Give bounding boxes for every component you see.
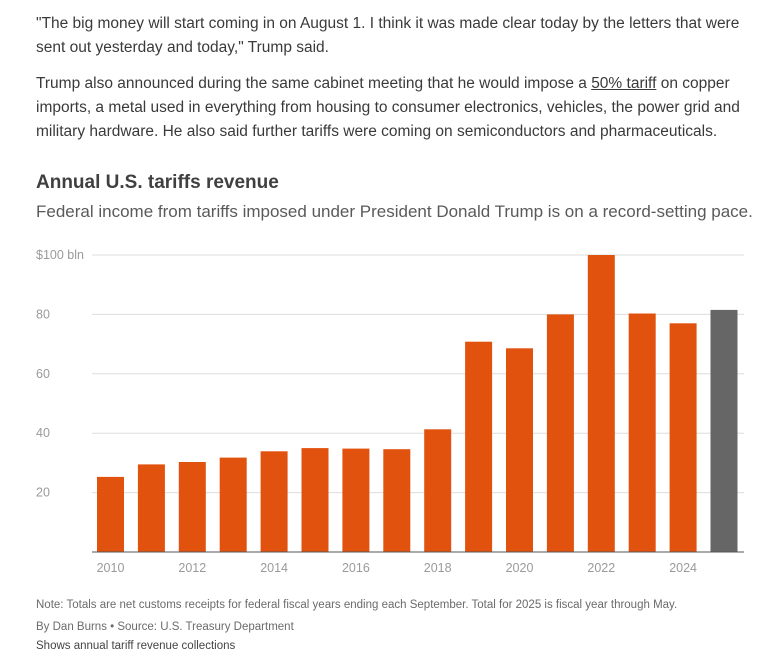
- bar-2013: [219, 457, 247, 552]
- article-paragraph-copper: Trump also announced during the same cab…: [36, 72, 756, 144]
- bar-2016: [342, 448, 370, 552]
- bar-2011: [137, 464, 165, 552]
- bar-2024: [669, 323, 697, 552]
- paragraph-text-before: Trump also announced during the same cab…: [36, 75, 592, 92]
- x-tick-label-2022: 2022: [587, 561, 615, 575]
- bar-2012: [178, 462, 206, 552]
- x-tick-label-2014: 2014: [260, 561, 288, 575]
- bars: [97, 255, 738, 552]
- x-tick-label-2024: 2024: [669, 561, 697, 575]
- bar-2015: [301, 448, 329, 552]
- tariff-link[interactable]: 50% tariff: [591, 75, 657, 92]
- bar-2014: [260, 451, 288, 552]
- bar-2020: [506, 348, 533, 552]
- x-tick-label-2012: 2012: [178, 561, 206, 575]
- bar-2023: [628, 313, 656, 552]
- x-tick-label-2018: 2018: [424, 561, 452, 575]
- byline-source: By Dan Burns • Source: U.S. Treasury Dep…: [36, 621, 294, 633]
- bar-2019: [465, 341, 493, 552]
- x-tick-label-2016: 2016: [342, 561, 370, 575]
- bar-2022: [587, 255, 615, 552]
- bar-2021: [546, 314, 574, 552]
- chart-note: Note: Totals are net customs receipts fo…: [36, 599, 678, 611]
- bar-2010: [97, 476, 124, 552]
- y-tick-label-60: 60: [36, 367, 50, 381]
- chart-subtitle: Federal income from tariffs imposed unde…: [36, 202, 753, 221]
- bar-2017: [383, 449, 411, 552]
- y-tick-label-40: 40: [36, 426, 50, 440]
- y-tick-label-100: $100 bln: [36, 248, 84, 262]
- x-tick-label-2010: 2010: [97, 561, 125, 575]
- y-tick-label-80: 80: [36, 307, 50, 321]
- bar-2018: [424, 429, 452, 552]
- y-tick-label-20: 20: [36, 486, 50, 500]
- paragraph-text-after: on copper imports, a metal used in every…: [36, 75, 740, 140]
- accessible-summary: Shows annual tariff revenue collections: [36, 640, 236, 652]
- chart-title: Annual U.S. tariffs revenue: [36, 172, 279, 193]
- bar-2025: [710, 309, 738, 552]
- x-axis: 2010 2012 2014 2016 2018 2020 2022 2024: [92, 551, 744, 575]
- x-tick-label-2020: 2020: [506, 561, 534, 575]
- article-paragraph-quote: "The big money will start coming in on A…: [36, 15, 740, 56]
